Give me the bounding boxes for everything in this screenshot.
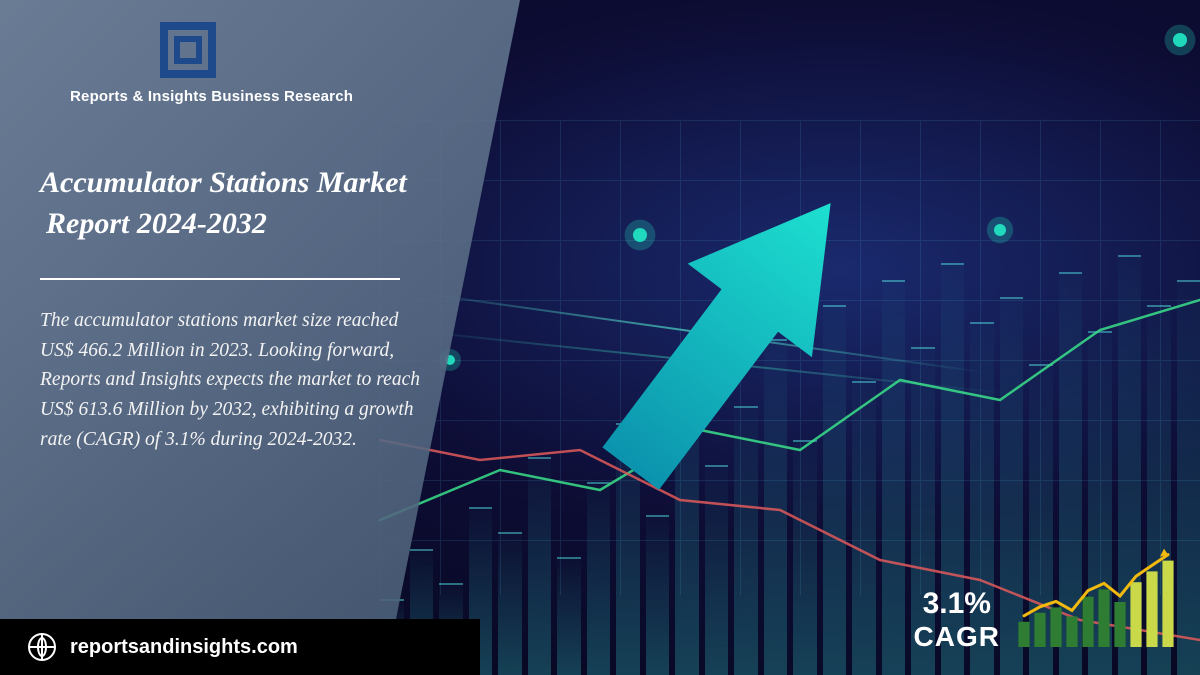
title-divider — [40, 278, 400, 280]
globe-icon — [28, 633, 56, 661]
title-line-2: Report 2024-2032 — [40, 204, 480, 245]
report-title: Accumulator Stations Market Report 2024-… — [40, 163, 480, 244]
logo-icon — [160, 22, 216, 78]
title-line-1: Accumulator Stations Market — [40, 163, 480, 204]
footer-bar: reportsandinsights.com — [0, 619, 480, 675]
mini-growth-chart — [1016, 547, 1176, 647]
company-name: Reports & Insights Business Research — [70, 88, 480, 105]
cagr-callout: 3.1% CAGR — [914, 587, 1000, 653]
logo-block: Reports & Insights Business Research — [160, 22, 480, 105]
growth-arrow-icon — [560, 190, 880, 510]
cagr-label: CAGR — [914, 621, 1000, 653]
report-summary: The accumulator stations market size rea… — [40, 306, 420, 454]
website-url: reportsandinsights.com — [70, 636, 298, 659]
cagr-percent: 3.1% — [914, 587, 1000, 621]
